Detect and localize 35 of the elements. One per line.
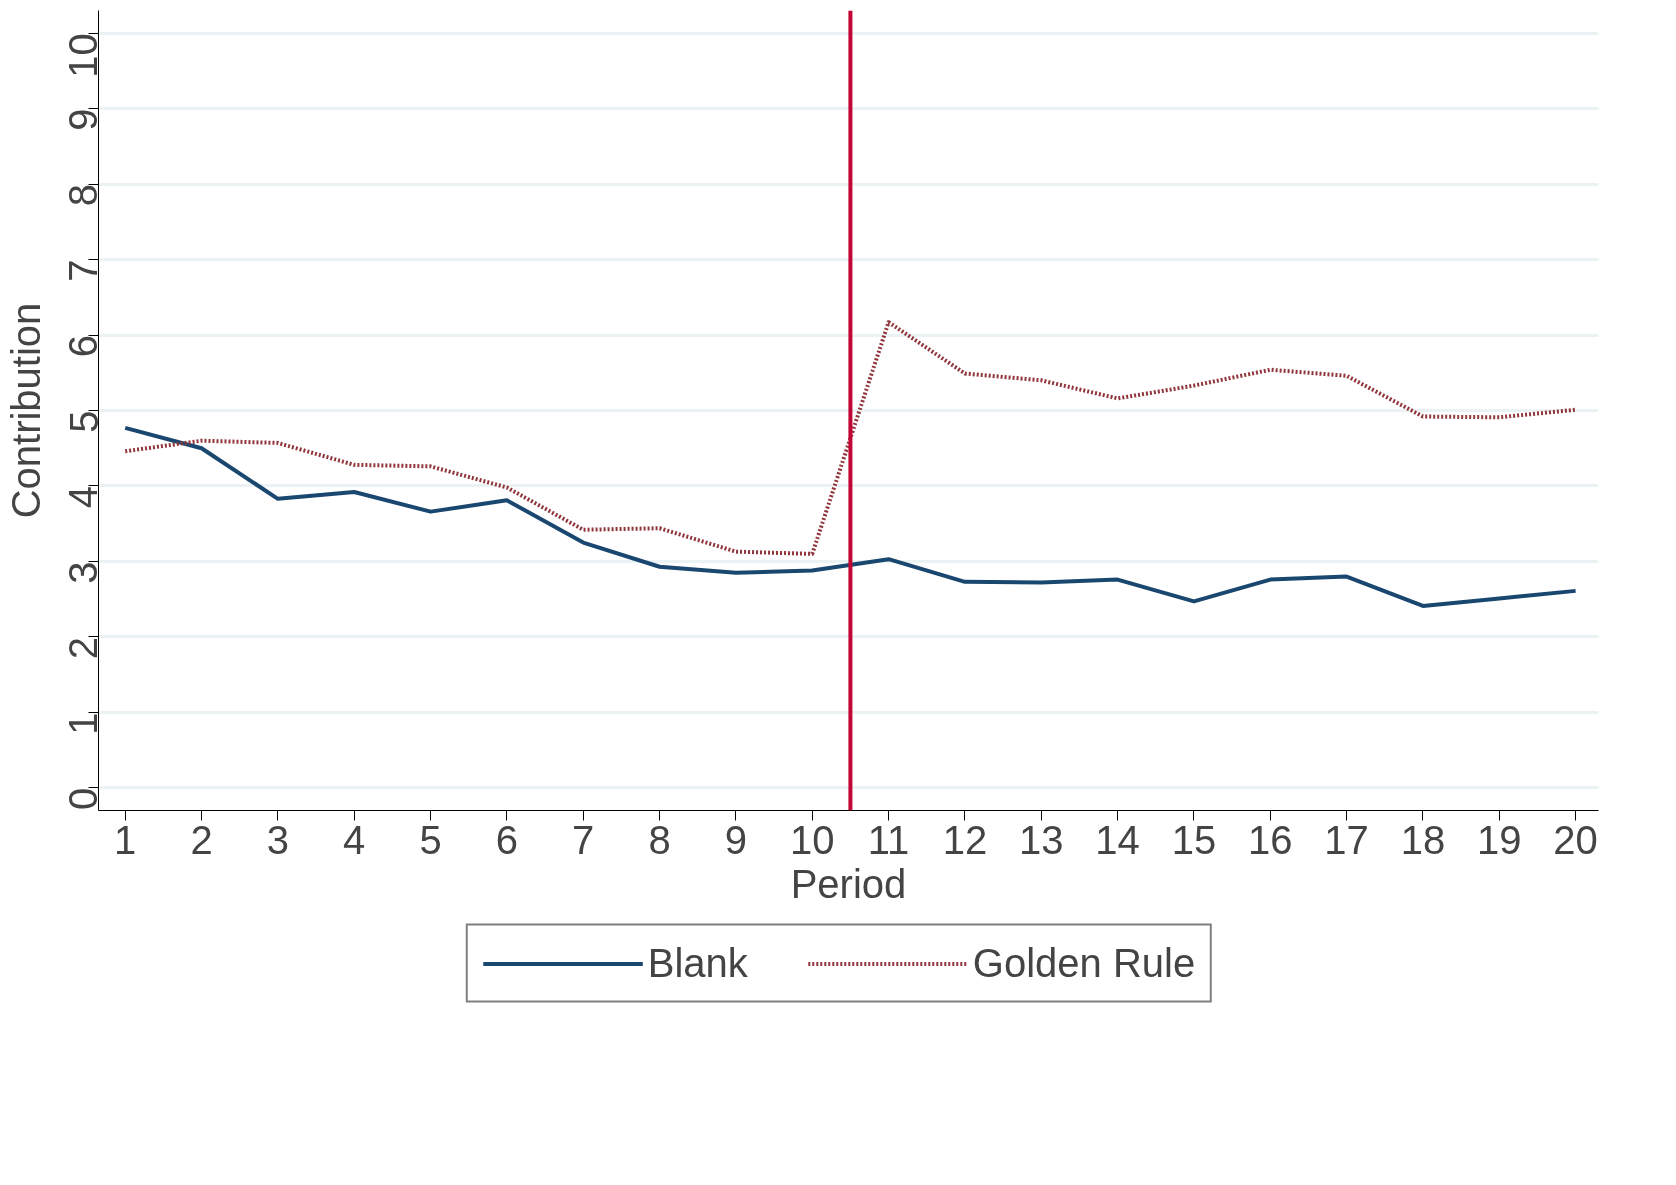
x-tick-label: 18 [1400,817,1446,862]
x-tick-label: 7 [572,817,595,862]
x-tick-label: 2 [190,817,213,862]
y-tick-label: 2 [61,636,106,660]
legend-label: Blank [647,940,748,986]
x-tick-label: 19 [1477,817,1522,862]
x-tick-label: 17 [1324,817,1369,862]
x-tick-label: 11 [867,817,910,862]
y-tick-label: 6 [61,335,106,358]
x-tick-label: 4 [343,817,366,862]
y-axis-title: Contribution [3,302,48,519]
x-tick-label: 15 [1171,817,1217,862]
x-tick-label: 1 [114,817,137,862]
y-tick-label: 10 [61,33,106,78]
legend-label: Golden Rule [972,940,1196,986]
x-tick-label: 10 [789,817,835,862]
x-tick-label: 16 [1248,817,1293,862]
y-tick-label: 8 [61,184,106,207]
x-tick-label: 8 [648,817,671,862]
x-tick-label: 5 [419,817,442,862]
x-tick-label: 20 [1553,817,1598,862]
x-tick-label: 14 [1095,817,1140,862]
y-tick-label: 9 [61,108,106,131]
y-tick-label: 4 [61,485,106,509]
y-tick-label: 0 [61,787,106,811]
x-tick-label: 9 [724,817,748,862]
y-tick-label: 3 [61,561,106,584]
x-tick-label: 12 [942,817,988,862]
x-tick-label: 13 [1019,817,1064,862]
y-tick-label: 7 [61,259,106,282]
x-axis-title: Period [790,861,907,906]
y-tick-label: 5 [61,410,106,433]
y-tick-label: 1 [61,712,106,735]
x-tick-label: 6 [495,817,519,862]
x-tick-label: 3 [266,817,290,862]
